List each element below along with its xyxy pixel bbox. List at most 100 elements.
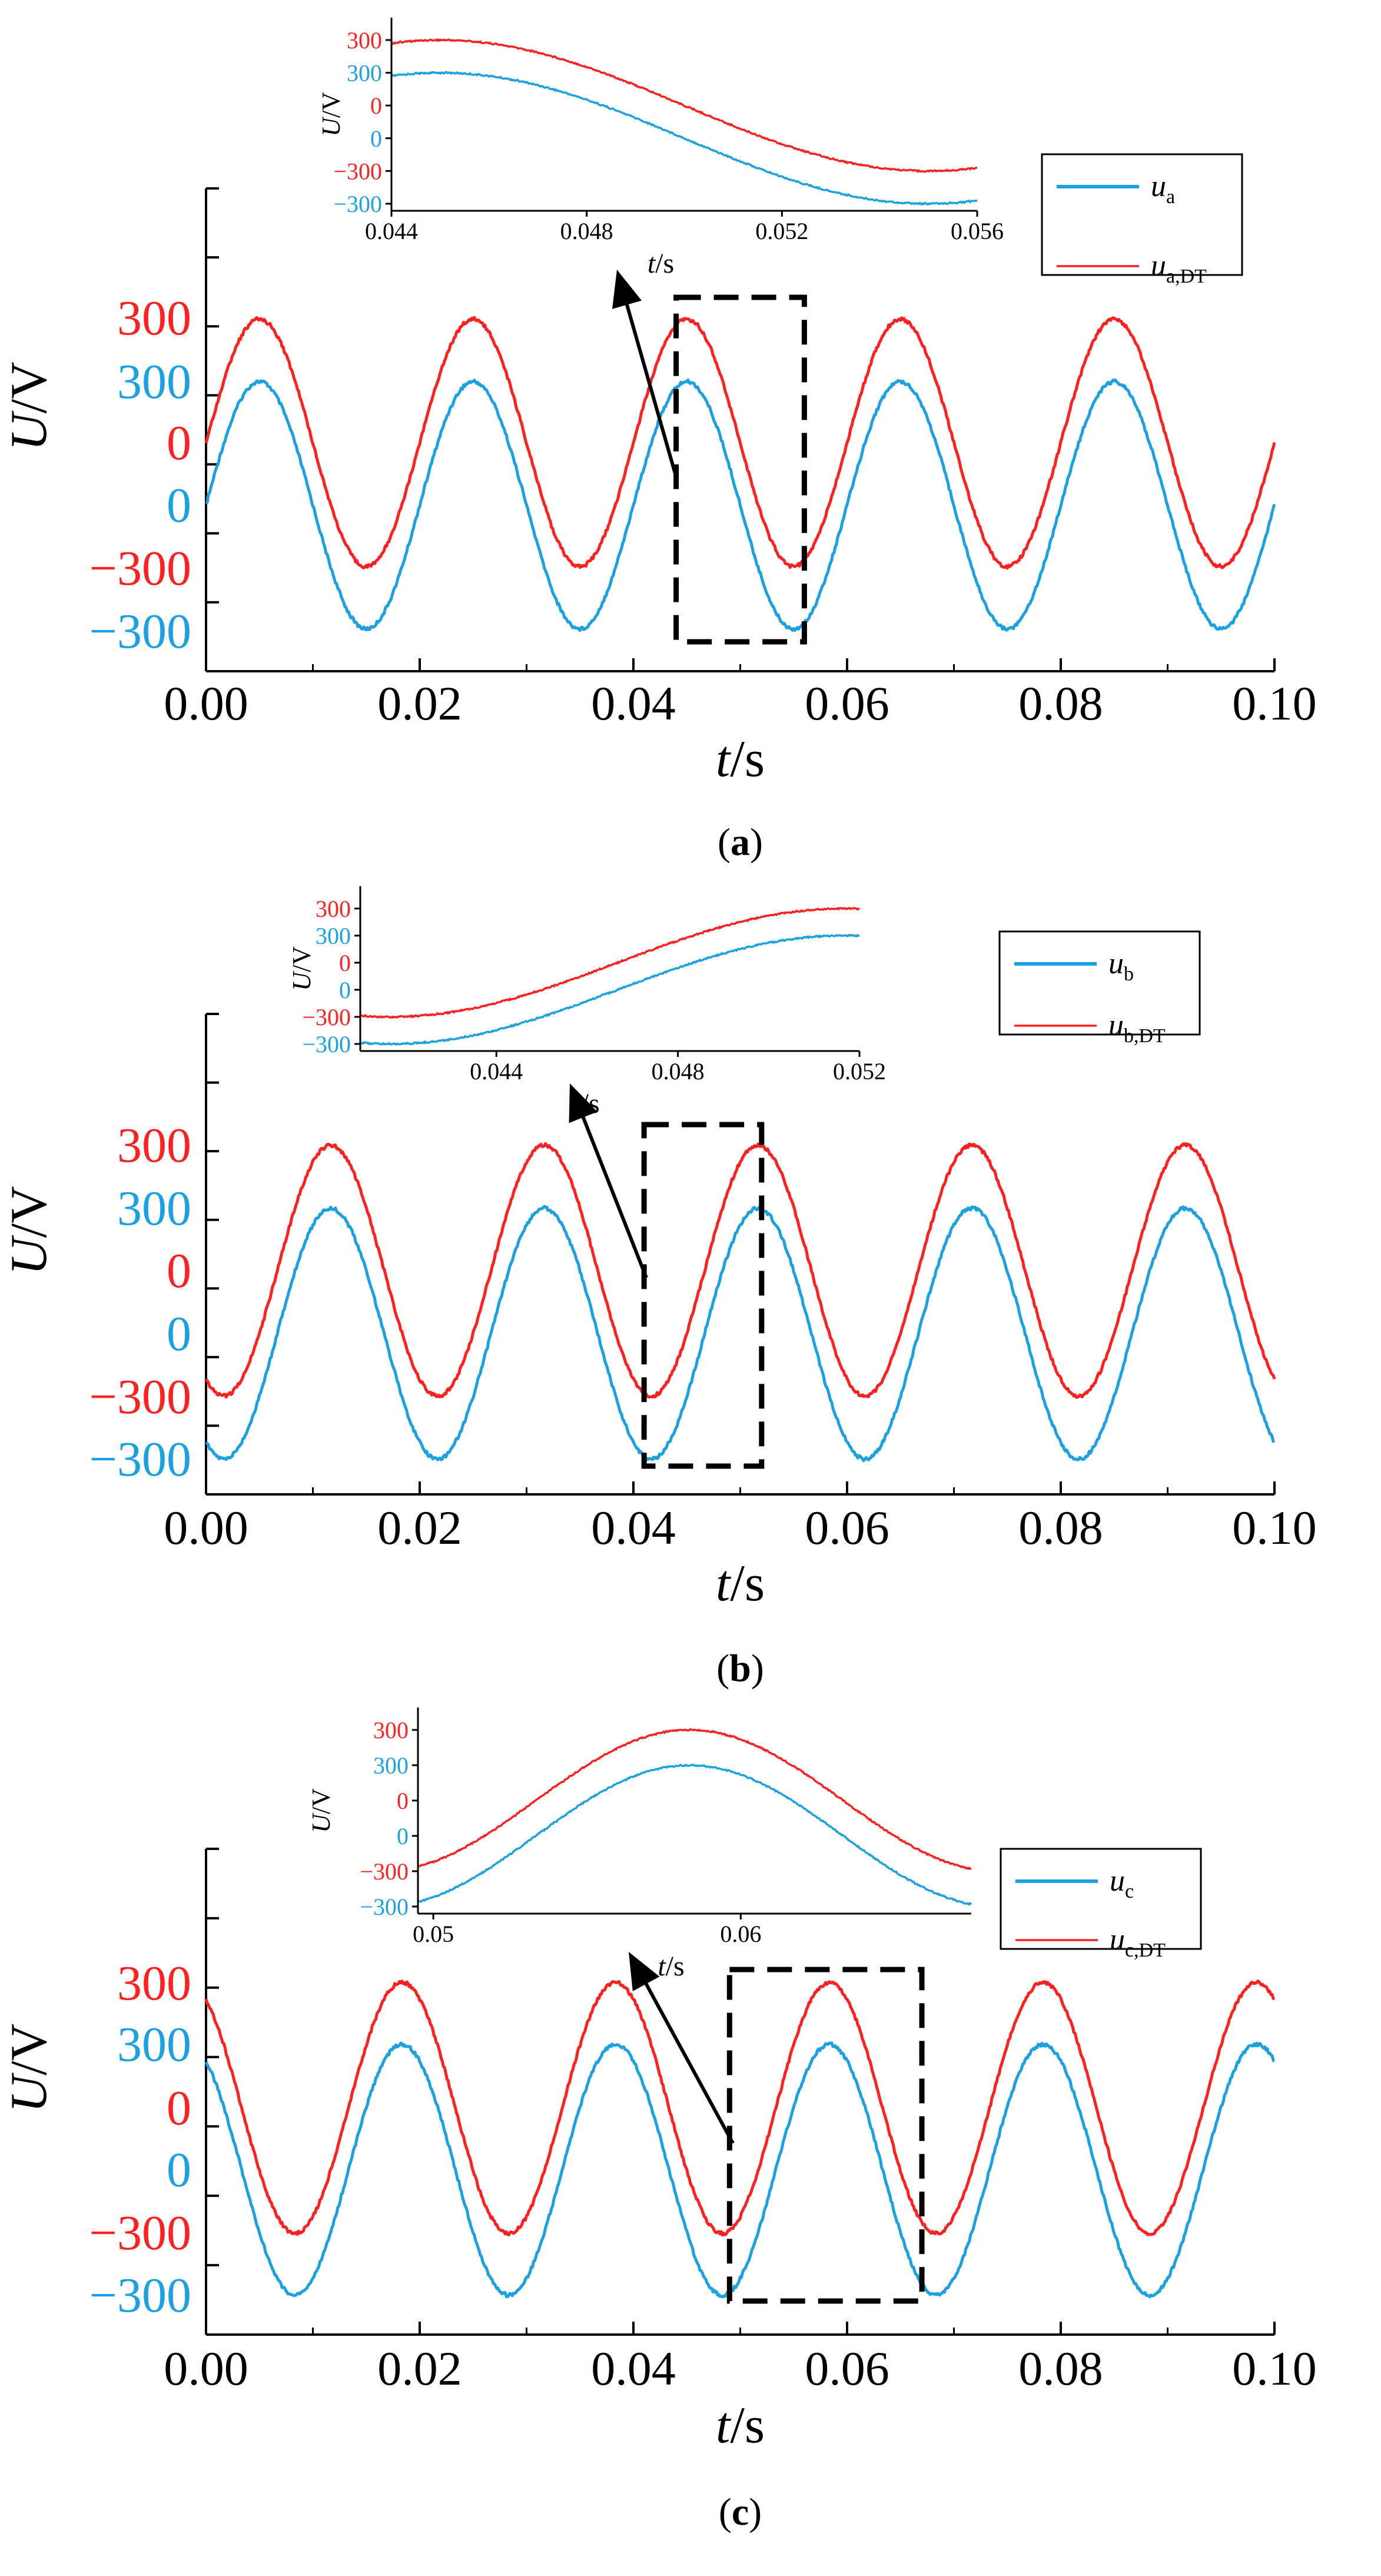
inset-y-tick-label-blue: 300	[316, 923, 351, 949]
panel-caption: (a)	[718, 821, 763, 864]
series-blue-line	[204, 2041, 1275, 2299]
inset-y-tick-label-blue: −300	[333, 191, 382, 217]
legend-sub: c	[1125, 1881, 1134, 1902]
inset-y-tick-label-blue: −300	[302, 1031, 351, 1057]
legend-label: uc,DT	[1110, 1923, 1166, 1961]
inset-y-axis-var: U	[307, 1812, 336, 1833]
x-tick-label: 0.00	[164, 2342, 248, 2395]
y-tick-label-red: 0	[167, 1244, 191, 1298]
inset-y-axis-unit: /V	[287, 946, 316, 972]
inset-x-axis-unit: /s	[581, 1088, 600, 1119]
inset-x-tick-label: 0.052	[755, 218, 808, 244]
inset-y-tick-label-red: 300	[347, 27, 382, 54]
y-axis-unit: /V	[1, 1186, 58, 1238]
x-axis-unit: /s	[730, 2397, 765, 2454]
inset-y-axis-unit: /V	[317, 92, 346, 118]
legend-box	[1041, 153, 1243, 276]
legend-box	[998, 930, 1201, 1036]
inset-y-tick-label-red: −300	[360, 1858, 409, 1885]
inset-y-tick-label-red: −300	[302, 1004, 351, 1030]
legend: ua ua,DT	[1041, 153, 1243, 287]
legend-var: u	[1151, 249, 1166, 283]
legend-var: u	[1110, 1864, 1125, 1898]
inset-y-tick-label-red: 300	[316, 896, 351, 922]
y-axis-var: U	[1, 1235, 58, 1275]
x-axis-label: t/s	[716, 1555, 765, 1612]
legend-box	[1000, 1848, 1202, 1950]
y-tick-label-blue: 0	[167, 2143, 191, 2197]
y-tick-label-red: 0	[167, 416, 191, 470]
x-axis-label: t/s	[716, 731, 765, 788]
panel-c: 0.00 0.02 0.04 0.06 0.08 0.10 300 300 0 0 −300 −300…	[1, 1708, 1317, 2534]
x-tick-label: 0.02	[377, 2342, 462, 2395]
inset-y-tick-label-blue: 300	[373, 1752, 409, 1779]
zoom-arrow-shaft	[639, 1974, 735, 2144]
y-axis-var: U	[1, 410, 58, 451]
x-tick-label: 0.06	[805, 2342, 889, 2395]
inset-background	[418, 1708, 971, 1914]
y-tick-label-red: 0	[167, 2081, 191, 2136]
inset-y-axis-unit: /V	[307, 1788, 336, 1814]
x-axis-unit: /s	[730, 731, 765, 788]
x-tick-label: 0.02	[377, 677, 462, 730]
y-tick-label-blue: −300	[89, 2268, 191, 2323]
inset-y-tick-label-red: −300	[333, 158, 382, 184]
legend-var: u	[1108, 1009, 1124, 1042]
y-tick-label-blue: 300	[117, 354, 191, 409]
y-tick-label-blue: −300	[89, 1432, 191, 1487]
inset-series-blue-line	[359, 933, 860, 1046]
x-tick-label: 0.02	[377, 1501, 462, 1554]
inset-x-axis-label: t/s	[648, 248, 674, 279]
inset-y-axis-label: U/V	[317, 92, 346, 137]
zoom-box	[641, 1122, 765, 1469]
inset-x-tick-label: 0.048	[652, 1058, 705, 1085]
panel-caption: (c)	[719, 2491, 762, 2534]
legend-sub: c,DT	[1125, 1940, 1166, 1961]
inset-x-axis-var: t	[648, 248, 656, 279]
y-axis-var: U	[1, 2072, 58, 2113]
inset-y-tick-label-blue: 0	[339, 977, 351, 1003]
x-tick-label: 0.10	[1232, 2342, 1317, 2395]
inset-y-tick-label-red: 300	[373, 1717, 409, 1743]
caption-letter: b	[729, 1647, 751, 1690]
inset-x-axis-var: t	[573, 1088, 582, 1119]
inset-y-tick-label-blue: −300	[360, 1894, 409, 1920]
x-tick-label: 0.04	[591, 1501, 676, 1554]
x-tick-label: 0.08	[1018, 677, 1103, 730]
inset-x-axis-label: t/s	[573, 1088, 599, 1119]
y-tick-label-blue: −300	[89, 604, 191, 659]
y-tick-label-blue: 0	[167, 478, 191, 533]
inset-y-tick-label-blue: 300	[347, 60, 382, 87]
zoom-box	[726, 1967, 925, 2304]
legend-label: ub,DT	[1108, 1009, 1166, 1047]
zoom-arrow-head	[612, 270, 642, 309]
legend-var: u	[1108, 947, 1124, 980]
y-tick-label-red: 300	[117, 1956, 191, 2011]
y-axis-unit: /V	[1, 2024, 58, 2076]
inset-y-tick-label-red: 0	[397, 1788, 409, 1814]
y-tick-label-blue: 0	[167, 1307, 191, 1361]
y-axis-label: U/V	[1, 2024, 58, 2113]
panel-caption: (b)	[716, 1647, 764, 1690]
y-tick-label-blue: 300	[117, 2017, 191, 2072]
series-red-line	[204, 1980, 1276, 2237]
legend-label: ua,DT	[1151, 249, 1207, 287]
x-axis-var: t	[716, 1555, 732, 1612]
inset-y-tick-label-blue: 0	[370, 125, 382, 152]
y-axis-unit: /V	[1, 362, 58, 413]
inset-y-tick-label-blue: 0	[397, 1823, 409, 1849]
x-tick-label: 0.06	[805, 1501, 889, 1554]
legend-label: ua	[1151, 170, 1175, 208]
inset-x-tick-label: 0.056	[951, 218, 1004, 244]
legend-sub: b	[1124, 963, 1134, 985]
x-tick-label: 0.00	[164, 677, 248, 730]
caption-open: (	[716, 1647, 729, 1690]
caption-open: (	[719, 2491, 732, 2534]
inset-x-axis-var: t	[658, 1951, 666, 1982]
x-tick-label: 0.04	[591, 677, 676, 730]
inset-x-axis-label: t/s	[658, 1951, 684, 1982]
inset-x-axis-unit: /s	[655, 248, 674, 279]
